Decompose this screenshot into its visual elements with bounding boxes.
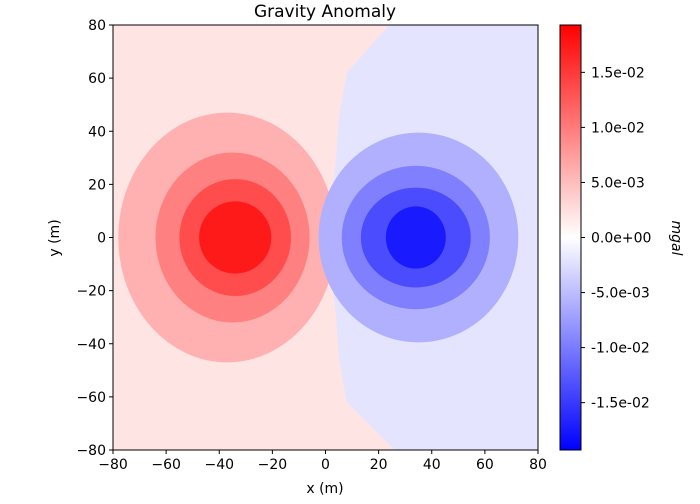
negative-contour-level-4 (385, 206, 446, 269)
colorbar-tick-label: -5.0e-03 (591, 286, 650, 302)
y-tick-label: 0 (97, 231, 106, 247)
colorbar-tick-label: 1.5e-02 (591, 65, 645, 81)
y-tick-label: −60 (76, 390, 106, 406)
x-tick-label: 60 (476, 457, 494, 473)
positive-contour-level-4 (199, 201, 272, 274)
x-tick-label: 0 (321, 457, 330, 473)
x-tick-label: −20 (258, 457, 288, 473)
x-axis-label: x (m) (306, 481, 343, 497)
y-tick-label: 60 (88, 71, 106, 87)
x-tick-label: −80 (98, 457, 128, 473)
colorbar-ticks: 1.5e-02 1.0e-02 5.0e-03 0.0e+00 -5.0e-03 -1.0… (581, 65, 651, 412)
colorbar-label: mgal (668, 221, 684, 256)
x-tick-label: 40 (423, 457, 441, 473)
colorbar-tick-label: 0.0e+00 (591, 231, 651, 247)
y-tick-label: 40 (88, 124, 106, 140)
y-tick-label: −40 (76, 337, 106, 353)
y-tick-label: −80 (76, 443, 106, 459)
y-axis: −80 −60 −40 −20 0 20 40 60 80 (76, 18, 113, 459)
x-tick-label: 80 (529, 457, 547, 473)
x-tick-label: −40 (204, 457, 234, 473)
chart-title: Gravity Anomaly (254, 2, 396, 22)
x-axis: −80 −60 −40 −20 0 20 40 60 80 (98, 450, 547, 473)
x-tick-label: 20 (370, 457, 388, 473)
colorbar-tick-label: 5.0e-03 (591, 175, 645, 191)
y-tick-label: 20 (88, 177, 106, 193)
contour-plot-area (113, 25, 538, 450)
x-tick-label: −60 (151, 457, 181, 473)
colorbar-tick-label: -1.0e-02 (591, 341, 650, 357)
colorbar (559, 24, 582, 451)
y-tick-label: 80 (88, 18, 106, 34)
y-axis-label: y (m) (47, 219, 63, 256)
colorbar-tick-label: -1.5e-02 (591, 396, 650, 412)
colorbar-tick-label: 1.0e-02 (591, 120, 645, 136)
y-tick-label: −20 (76, 284, 106, 300)
